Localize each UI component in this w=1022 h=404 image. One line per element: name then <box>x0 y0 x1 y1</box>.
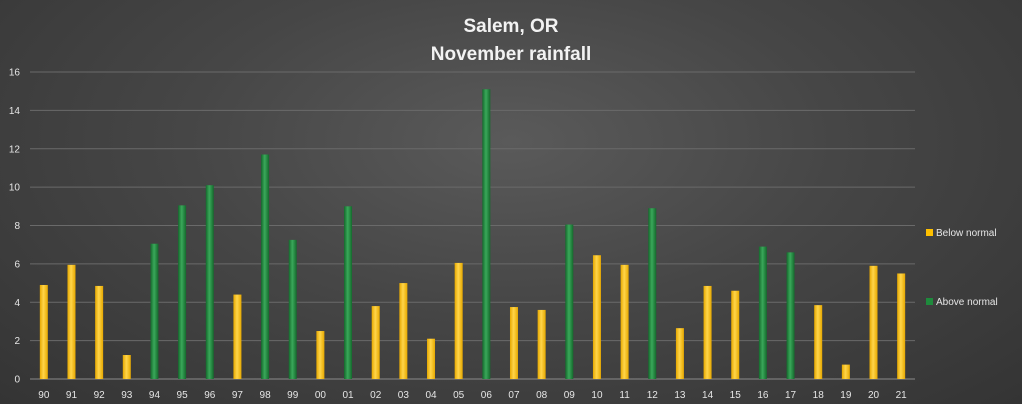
x-tick-label: 98 <box>260 390 272 401</box>
bar-93-below-normal <box>122 355 131 379</box>
x-tick-label: 92 <box>94 390 106 401</box>
x-tick-label: 01 <box>342 390 354 401</box>
x-axis-ticks: 90 91 92 93 94 95 96 97 98 99 00 01 02 03 04 05 06 07 08 09… <box>38 390 907 401</box>
x-tick-label: 17 <box>785 390 797 401</box>
legend-label-below-normal: Below normal <box>936 228 997 239</box>
x-tick-label: 09 <box>564 390 576 401</box>
x-tick-label: 19 <box>840 390 852 401</box>
bar-15-below-normal <box>731 290 740 379</box>
bar-90-below-normal <box>39 284 48 379</box>
x-tick-label: 14 <box>702 390 714 401</box>
y-tick-label: 4 <box>14 298 20 309</box>
x-tick-label: 94 <box>149 390 161 401</box>
x-tick-label: 93 <box>121 390 133 401</box>
bar-03-below-normal <box>399 283 408 379</box>
y-tick-label: 2 <box>14 336 20 347</box>
bar-11-below-normal <box>620 264 629 379</box>
bar-01-above-normal <box>344 206 353 379</box>
y-axis-ticks: 0 2 4 6 8 10 12 14 16 <box>9 68 21 386</box>
x-tick-label: 02 <box>370 390 382 401</box>
chart-title-line-2: November rainfall <box>431 44 592 65</box>
x-tick-label: 18 <box>813 390 825 401</box>
x-tick-label: 90 <box>38 390 50 401</box>
x-tick-label: 15 <box>730 390 742 401</box>
legend-swatch-below-normal <box>926 229 933 236</box>
x-tick-label: 10 <box>591 390 603 401</box>
x-tick-label: 13 <box>674 390 686 401</box>
bar-02-below-normal <box>371 306 380 379</box>
x-tick-label: 11 <box>619 390 630 401</box>
x-tick-label: 06 <box>481 390 493 401</box>
bar-99-above-normal <box>288 239 297 379</box>
bar-06-above-normal <box>482 89 491 380</box>
x-tick-label: 20 <box>868 390 880 401</box>
y-tick-label: 10 <box>9 183 21 194</box>
bar-05-below-normal <box>454 262 463 379</box>
x-tick-label: 04 <box>425 390 437 401</box>
x-tick-label: 95 <box>177 390 189 401</box>
legend-label-above-normal: Above normal <box>936 297 998 308</box>
y-tick-label: 12 <box>9 144 21 155</box>
x-tick-label: 08 <box>536 390 548 401</box>
bar-12-above-normal <box>648 208 657 379</box>
y-tick-label: 8 <box>14 221 20 232</box>
bar-92-below-normal <box>95 285 104 379</box>
bar-16-above-normal <box>758 246 767 379</box>
bar-91-below-normal <box>67 264 76 379</box>
bar-98-above-normal <box>261 154 270 379</box>
x-tick-label: 97 <box>232 390 244 401</box>
x-tick-label: 91 <box>66 390 78 401</box>
legend: Below normal Above normal <box>926 228 998 308</box>
x-tick-label: 21 <box>896 390 908 401</box>
bar-04-below-normal <box>427 338 436 379</box>
bar-95-above-normal <box>178 205 187 379</box>
bar-14-below-normal <box>703 285 712 379</box>
bar-20-below-normal <box>869 265 878 379</box>
bar-09-above-normal <box>565 224 574 379</box>
bar-07-below-normal <box>509 307 518 379</box>
x-tick-label: 00 <box>315 390 327 401</box>
x-tick-label: 96 <box>204 390 216 401</box>
x-tick-label: 03 <box>398 390 410 401</box>
y-tick-label: 0 <box>14 375 20 386</box>
bar-10-below-normal <box>592 255 601 379</box>
x-tick-label: 12 <box>647 390 659 401</box>
bar-17-above-normal <box>786 252 795 379</box>
bar-96-above-normal <box>205 185 214 379</box>
bar-13-below-normal <box>675 328 684 379</box>
x-tick-label: 16 <box>757 390 769 401</box>
bar-97-below-normal <box>233 294 242 379</box>
bar-19-below-normal <box>841 364 850 379</box>
bar-18-below-normal <box>814 305 823 379</box>
legend-swatch-above-normal <box>926 298 933 305</box>
x-tick-label: 99 <box>287 390 299 401</box>
chart-title-line-1: Salem, OR <box>463 16 558 37</box>
x-tick-label: 07 <box>508 390 520 401</box>
y-tick-label: 14 <box>9 106 21 117</box>
bar-21-below-normal <box>897 273 906 379</box>
bar-94-above-normal <box>150 243 159 379</box>
y-tick-label: 16 <box>9 68 21 79</box>
bars <box>39 89 906 380</box>
bar-08-below-normal <box>537 309 546 379</box>
x-tick-label: 05 <box>453 390 465 401</box>
y-tick-label: 6 <box>14 259 20 270</box>
gridlines <box>30 71 915 380</box>
bar-00-below-normal <box>316 331 325 379</box>
